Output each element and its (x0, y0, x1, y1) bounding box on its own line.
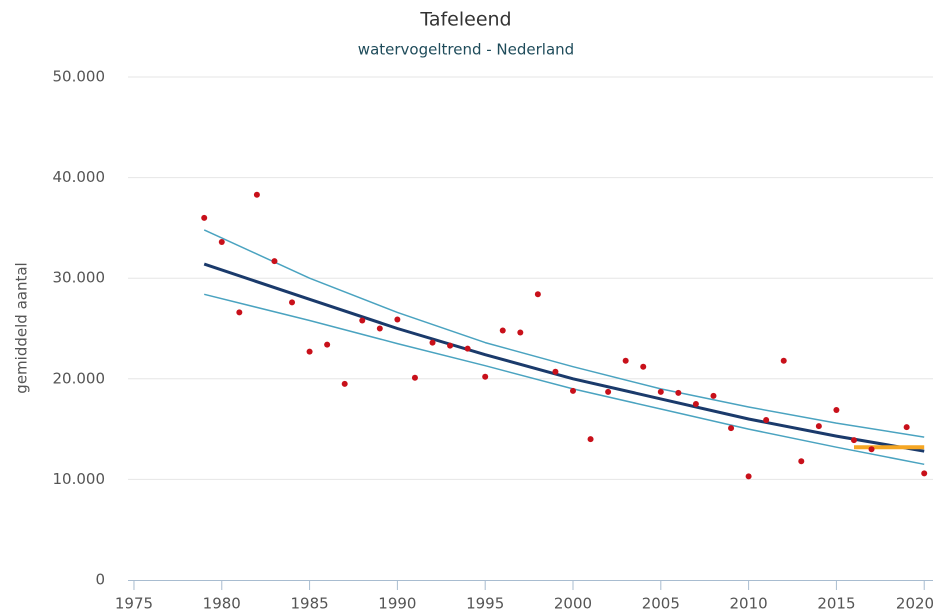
data-point (253, 191, 260, 198)
data-point (903, 424, 910, 431)
data-point (710, 392, 717, 399)
data-point (289, 299, 296, 306)
data-point (201, 214, 208, 221)
data-point (921, 470, 928, 477)
y-tick-label: 0 (95, 571, 105, 589)
data-point (411, 374, 418, 381)
data-point (833, 406, 840, 413)
x-tick-label: 1995 (466, 595, 504, 611)
data-point (447, 342, 454, 349)
y-tick-label: 30.000 (53, 269, 106, 287)
x-tick-label: 2000 (554, 595, 592, 611)
data-point (359, 317, 366, 324)
data-point (692, 400, 699, 407)
x-tick-label: 2010 (730, 595, 768, 611)
x-tick-label: 1990 (378, 595, 416, 611)
data-point (587, 436, 594, 443)
data-point (306, 348, 313, 355)
y-axis-label: gemiddeld aantal (13, 262, 31, 393)
data-point (728, 425, 735, 432)
data-point (815, 423, 822, 430)
data-point (429, 339, 436, 346)
y-tick-label: 50.000 (53, 68, 106, 86)
data-point (640, 363, 647, 370)
data-point (324, 341, 331, 348)
data-point (850, 437, 857, 444)
data-point (376, 325, 383, 332)
data-point (394, 316, 401, 323)
data-point (868, 446, 875, 453)
data-point (675, 389, 682, 396)
chart-title: Tafeleend (419, 9, 511, 31)
data-point (218, 238, 225, 245)
y-tick-label: 20.000 (53, 369, 106, 387)
data-point (517, 329, 524, 336)
chart-subtitle: watervogeltrend - Nederland (358, 41, 574, 59)
y-tick-label: 10.000 (53, 470, 106, 488)
x-tick-label: 2005 (642, 595, 680, 611)
data-point (236, 309, 243, 316)
data-point (464, 345, 471, 352)
data-point (482, 373, 489, 380)
trend-line (203, 262, 925, 453)
x-tick-label: 1975 (115, 595, 153, 611)
data-point (780, 357, 787, 364)
data-point (271, 258, 278, 265)
data-point (745, 473, 752, 480)
data-point (605, 388, 612, 395)
data-point (763, 417, 770, 424)
x-tick-label: 2015 (817, 595, 855, 611)
trend-line (203, 229, 925, 438)
x-tick-label: 1980 (203, 595, 241, 611)
data-point (622, 357, 629, 364)
data-point (534, 291, 541, 298)
x-tick-label: 1985 (290, 595, 328, 611)
x-tick-label: 2020 (896, 595, 933, 611)
y-tick-label: 40.000 (53, 168, 106, 186)
data-point (569, 387, 576, 394)
data-point (341, 380, 348, 387)
data-point (657, 388, 664, 395)
data-point (499, 327, 506, 334)
data-point (552, 368, 559, 375)
data-point (798, 458, 805, 465)
